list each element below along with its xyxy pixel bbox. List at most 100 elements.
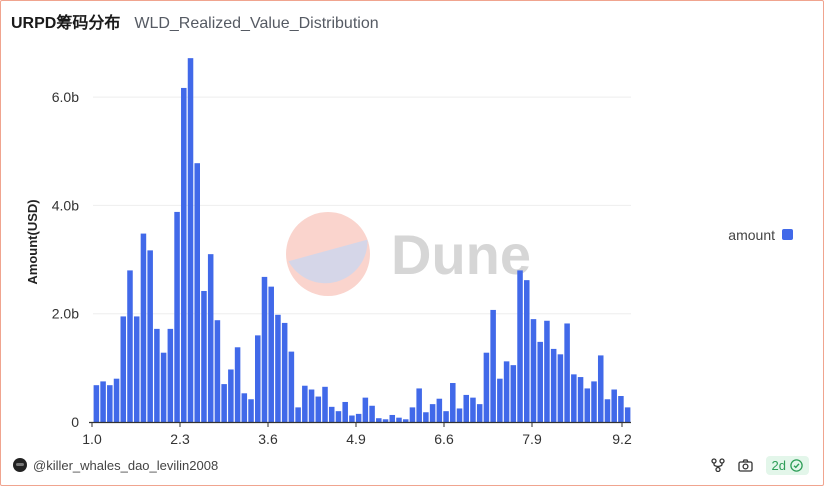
bar[interactable] — [328, 406, 335, 422]
bar[interactable] — [335, 411, 342, 422]
bar[interactable] — [423, 412, 429, 422]
bar[interactable] — [618, 396, 624, 422]
bar[interactable] — [416, 388, 422, 422]
bar[interactable] — [382, 419, 389, 422]
bar[interactable] — [577, 377, 584, 422]
axes: 0 2.0b 4.0b 6.0b 1.0 2.3 3.6 4.9 6.6 7.9 9.2 Amount… — [25, 89, 632, 447]
bar[interactable] — [181, 87, 187, 422]
bar[interactable] — [584, 388, 591, 422]
query-title[interactable]: URPD筹码分布 — [11, 15, 121, 32]
bar[interactable] — [194, 163, 200, 422]
bar[interactable] — [154, 328, 160, 422]
bar[interactable] — [281, 322, 288, 422]
bar[interactable] — [517, 270, 523, 422]
bar[interactable] — [261, 276, 268, 422]
legend-swatch-amount[interactable] — [782, 229, 793, 240]
bar[interactable] — [429, 404, 436, 422]
bar[interactable] — [255, 335, 261, 422]
author-link[interactable]: @killer_whales_dao_levilin2008 — [13, 458, 218, 473]
bar[interactable] — [207, 254, 214, 422]
bar[interactable] — [537, 341, 543, 422]
bar[interactable] — [624, 407, 631, 422]
bar[interactable] — [295, 407, 301, 422]
bar[interactable] — [248, 399, 254, 422]
bar[interactable] — [268, 286, 274, 422]
bar[interactable] — [322, 386, 328, 422]
y-axis-label: Amount(USD) — [25, 199, 40, 284]
check-circle-icon — [790, 458, 803, 472]
y-tick-label: 2.0b — [52, 306, 79, 322]
bar[interactable] — [456, 408, 463, 422]
bar[interactable] — [201, 290, 207, 422]
bar[interactable] — [483, 352, 490, 422]
bar[interactable] — [349, 415, 355, 422]
bar[interactable] — [120, 316, 127, 422]
bar[interactable] — [490, 309, 496, 422]
y-tick-label: 6.0b — [52, 89, 79, 105]
bar[interactable] — [597, 355, 604, 422]
bar[interactable] — [147, 250, 153, 422]
bar[interactable] — [470, 397, 476, 422]
bar[interactable] — [450, 383, 456, 422]
bar[interactable] — [409, 407, 416, 422]
bar[interactable] — [288, 351, 295, 422]
bar[interactable] — [530, 319, 537, 422]
bar[interactable] — [402, 419, 409, 422]
bar[interactable] — [308, 389, 315, 422]
author-name[interactable]: @killer_whales_dao_levilin2008 — [33, 457, 219, 473]
camera-icon[interactable] — [738, 457, 754, 473]
bar[interactable] — [497, 378, 503, 422]
bar[interactable] — [591, 381, 597, 422]
bar[interactable] — [113, 378, 120, 422]
watermark-circle-bottom — [288, 239, 368, 284]
bar[interactable] — [214, 320, 221, 422]
footer-tools: 2d — [710, 455, 809, 475]
bar[interactable] — [100, 381, 106, 422]
chart-footer: @killer_whales_dao_levilin2008 2d — [13, 453, 809, 477]
bar[interactable] — [544, 320, 550, 422]
legend-label-amount[interactable]: amount — [728, 227, 775, 243]
bar[interactable] — [167, 328, 174, 422]
bar[interactable] — [228, 369, 234, 422]
bar[interactable] — [93, 385, 100, 422]
bar[interactable] — [611, 389, 617, 422]
bar[interactable] — [187, 58, 194, 422]
bar[interactable] — [369, 405, 375, 422]
bar[interactable] — [302, 385, 308, 422]
refresh-age-badge[interactable]: 2d — [765, 455, 809, 475]
bar[interactable] — [127, 270, 133, 422]
bar[interactable] — [443, 411, 449, 422]
bar[interactable] — [503, 361, 510, 422]
bar[interactable] — [275, 314, 281, 422]
bar[interactable] — [376, 418, 382, 422]
bar[interactable] — [389, 414, 396, 422]
bar[interactable] — [557, 354, 564, 422]
bar[interactable] — [524, 280, 530, 422]
bar[interactable] — [564, 323, 570, 422]
bar[interactable] — [234, 347, 241, 422]
bar[interactable] — [510, 365, 517, 422]
bar[interactable] — [241, 393, 248, 422]
bar[interactable] — [550, 348, 557, 422]
bar[interactable] — [107, 385, 113, 422]
y-tick-label: 4.0b — [52, 197, 79, 213]
bar[interactable] — [221, 384, 227, 422]
bar[interactable] — [342, 401, 348, 422]
bar[interactable] — [160, 352, 167, 422]
bar[interactable] — [396, 417, 402, 422]
bar[interactable] — [315, 396, 322, 422]
bar[interactable] — [436, 398, 443, 422]
bar[interactable] — [571, 374, 577, 422]
grid-lines — [93, 96, 631, 315]
bar[interactable] — [463, 394, 469, 422]
bar[interactable] — [604, 399, 611, 422]
bar[interactable] — [476, 404, 483, 422]
bar[interactable] — [355, 413, 362, 422]
bar[interactable] — [133, 316, 140, 422]
bar[interactable] — [174, 211, 180, 422]
bar[interactable] — [140, 233, 147, 422]
fork-icon[interactable] — [710, 457, 726, 473]
bar[interactable] — [362, 397, 369, 422]
dune-watermark: Dune — [286, 212, 531, 296]
